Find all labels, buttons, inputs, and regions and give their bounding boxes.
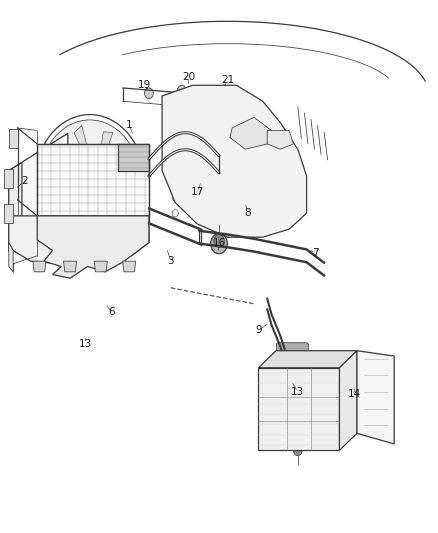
Polygon shape [258, 368, 339, 450]
Polygon shape [43, 175, 77, 192]
Text: 20: 20 [182, 72, 195, 82]
Polygon shape [92, 196, 118, 230]
Polygon shape [118, 144, 149, 171]
Polygon shape [33, 261, 46, 272]
Polygon shape [357, 351, 394, 444]
Text: 9: 9 [255, 326, 262, 335]
FancyBboxPatch shape [276, 343, 308, 357]
Polygon shape [103, 154, 133, 181]
Polygon shape [74, 126, 92, 165]
Text: 7: 7 [312, 248, 319, 258]
Polygon shape [82, 196, 91, 237]
Text: 3: 3 [167, 256, 174, 266]
Circle shape [211, 233, 227, 254]
Polygon shape [230, 117, 272, 149]
Circle shape [78, 166, 102, 196]
Circle shape [214, 235, 224, 247]
Polygon shape [267, 131, 293, 149]
FancyBboxPatch shape [278, 349, 307, 370]
Text: 19: 19 [138, 80, 151, 90]
Polygon shape [9, 243, 13, 272]
Polygon shape [100, 188, 133, 200]
Text: 2: 2 [21, 176, 28, 186]
Text: 17: 17 [191, 187, 204, 197]
Polygon shape [9, 133, 68, 251]
Polygon shape [37, 144, 149, 216]
Text: 13: 13 [79, 339, 92, 349]
Circle shape [82, 172, 97, 190]
Polygon shape [4, 169, 13, 188]
Circle shape [210, 86, 219, 97]
Polygon shape [52, 145, 83, 169]
Text: 14: 14 [348, 390, 361, 399]
Polygon shape [54, 187, 79, 222]
Circle shape [293, 445, 302, 456]
Polygon shape [4, 204, 13, 223]
Text: 6: 6 [108, 307, 115, 317]
Polygon shape [9, 163, 22, 251]
Text: 13: 13 [291, 387, 304, 397]
Polygon shape [9, 216, 149, 266]
Polygon shape [64, 261, 77, 272]
Polygon shape [123, 261, 136, 272]
Text: 8: 8 [244, 208, 251, 218]
Polygon shape [9, 129, 18, 148]
Polygon shape [258, 351, 357, 368]
Text: 1: 1 [126, 120, 133, 130]
Polygon shape [339, 351, 357, 450]
Text: 21: 21 [221, 75, 234, 85]
Circle shape [177, 85, 186, 96]
Polygon shape [98, 132, 113, 171]
Polygon shape [162, 85, 307, 237]
Circle shape [145, 88, 153, 99]
Circle shape [39, 120, 140, 243]
Text: 16: 16 [212, 238, 226, 247]
Polygon shape [37, 216, 149, 278]
Polygon shape [94, 261, 107, 272]
